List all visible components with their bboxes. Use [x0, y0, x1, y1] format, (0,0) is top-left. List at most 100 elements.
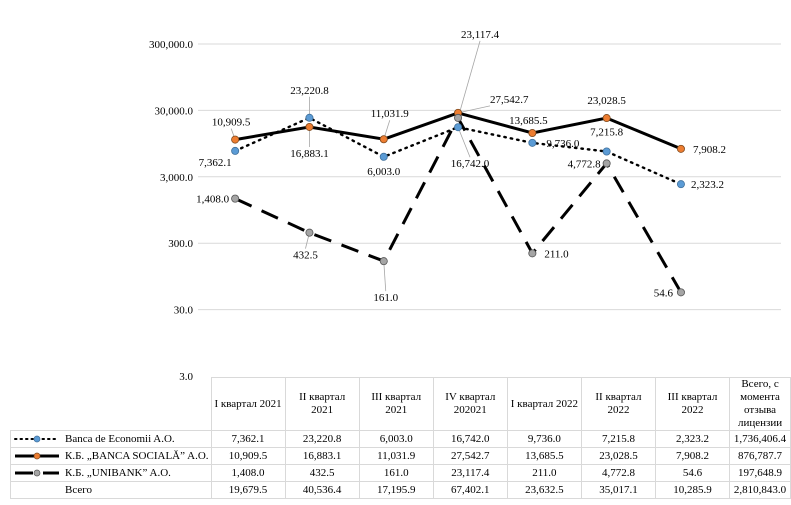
legend-label: К.Б. „UNIBANK” A.O.: [65, 466, 171, 479]
data-point: [305, 113, 314, 122]
table-cell: 23,028.5: [580, 447, 656, 465]
y-tick-label: 30,000.0: [155, 105, 194, 117]
data-point: [231, 194, 240, 203]
table-cell: 197,648.9: [729, 464, 791, 482]
legend-entry-total: Всего: [10, 481, 212, 499]
series-lines: [233, 111, 683, 294]
leader-line: [457, 127, 471, 158]
table-row: Banca de Economii A.O. 7,362.1 23,220.8 …: [10, 430, 791, 448]
legend-dotted-line-icon: [14, 435, 60, 443]
data-label: 23,028.5: [587, 95, 626, 107]
table-row: Всего 19,679.5 40,536.4 17,195.9 67,402.…: [10, 481, 791, 499]
data-point: [379, 257, 388, 266]
legend-entry-unibank: К.Б. „UNIBANK” A.O.: [10, 464, 212, 482]
data-label: 23,220.8: [290, 85, 329, 97]
table-cell: 13,685.5: [506, 447, 582, 465]
legend-entry-banca-de-economii: Banca de Economii A.O.: [10, 430, 212, 448]
table-cell: 7,908.2: [654, 447, 731, 465]
table-cell: 1,408.0: [210, 464, 286, 482]
leader-line: [457, 105, 491, 114]
data-label: 54.6: [654, 287, 674, 299]
table-cell: 2,323.2: [654, 430, 731, 448]
data-label: 7,362.1: [199, 157, 232, 169]
data-point: [676, 288, 685, 297]
data-table-corner: [10, 377, 212, 431]
data-label: 16,883.1: [290, 148, 329, 160]
data-point: [676, 144, 685, 153]
header-cell: IV квартал 202021: [432, 377, 508, 431]
data-labels: 7,362.1 23,220.8 6,003.0 16,742.0 9,736.0 7,2…: [196, 29, 726, 304]
table-cell: 19,679.5: [210, 481, 286, 499]
data-label: 1,408.0: [196, 194, 230, 206]
data-point: [528, 249, 537, 258]
data-label: 10,909.5: [212, 117, 251, 129]
table-cell: 7,215.8: [580, 430, 656, 448]
table-cell: 67,402.1: [432, 481, 508, 499]
table-cell: 9,736.0: [506, 430, 582, 448]
y-tick-label: 300.0: [168, 238, 193, 250]
legend-entry-banca-sociala: К.Б. „BANCA SOCIALĂ” A.O.: [10, 447, 212, 465]
leader-line: [383, 261, 387, 292]
legend-label: К.Б. „BANCA SOCIALĂ” A.O.: [65, 449, 209, 462]
table-cell: 23,117.4: [432, 464, 508, 482]
series-markers: [231, 108, 685, 297]
table-cell: 4,772.8: [580, 464, 656, 482]
table-cell: 23,220.8: [284, 430, 360, 448]
data-label: 7,908.2: [693, 144, 726, 156]
data-point: [528, 138, 537, 147]
data-label: 16,742.0: [451, 158, 490, 170]
leader-line: [457, 40, 481, 119]
table-cell: 17,195.9: [358, 481, 434, 499]
data-table: I квартал 2021 II квартал 2021 III кварт…: [10, 377, 791, 499]
header-cell: III квартал 2021: [358, 377, 434, 431]
series-line-3: [234, 114, 683, 294]
legend-dashed-line-icon: [15, 469, 59, 477]
data-label: 9,736.0: [546, 138, 580, 150]
table-cell: 876,787.7: [729, 447, 791, 465]
data-label: 432.5: [293, 250, 318, 262]
table-cell: 10,909.5: [210, 447, 286, 465]
data-point: [676, 180, 685, 189]
table-cell: 54.6: [654, 464, 731, 482]
data-point: [454, 113, 463, 122]
table-cell: 432.5: [284, 464, 360, 482]
y-tick-label: 3,000.0: [160, 172, 194, 184]
table-row: К.Б. „UNIBANK” A.O. 1,408.0 432.5 161.0 …: [10, 464, 791, 482]
data-table-header-row: I квартал 2021 II квартал 2021 III кварт…: [10, 377, 791, 431]
data-label: 7,215.8: [590, 126, 624, 138]
legend-solid-line-icon: [15, 452, 59, 460]
header-cell: Всего, с момента отзыва лицензии: [729, 377, 791, 431]
legend-label: Всего: [65, 483, 92, 496]
header-cell: III квартал 2022: [654, 377, 731, 431]
data-point: [305, 122, 314, 131]
table-cell: 16,883.1: [284, 447, 360, 465]
table-cell: 10,285.9: [654, 481, 731, 499]
data-point: [379, 152, 388, 161]
data-point: [602, 147, 611, 156]
table-cell: 40,536.4: [284, 481, 360, 499]
data-label: 13,685.5: [509, 115, 548, 127]
data-point: [602, 114, 611, 123]
table-cell: 16,742.0: [432, 430, 508, 448]
table-cell: 211.0: [506, 464, 582, 482]
table-cell: 11,031.9: [358, 447, 434, 465]
table-cell: 6,003.0: [358, 430, 434, 448]
data-point: [231, 135, 240, 144]
table-cell: 1,736,406.4: [729, 430, 791, 448]
data-label: 23,117.4: [461, 29, 500, 41]
data-point: [305, 228, 314, 237]
table-cell: 2,810,843.0: [729, 481, 791, 499]
table-cell: 23,632.5: [506, 481, 582, 499]
data-point: [528, 129, 537, 138]
legend-label: Banca de Economii A.O.: [65, 432, 175, 445]
data-point: [379, 135, 388, 144]
data-label: 161.0: [373, 292, 398, 304]
data-label: 27,542.7: [490, 94, 529, 106]
table-row: К.Б. „BANCA SOCIALĂ” A.O. 10,909.5 16,88…: [10, 447, 791, 465]
table-cell: 161.0: [358, 464, 434, 482]
header-cell: II квартал 2022: [580, 377, 656, 431]
header-cell: I квартал 2021: [210, 377, 286, 431]
data-label: 2,323.2: [691, 179, 724, 191]
